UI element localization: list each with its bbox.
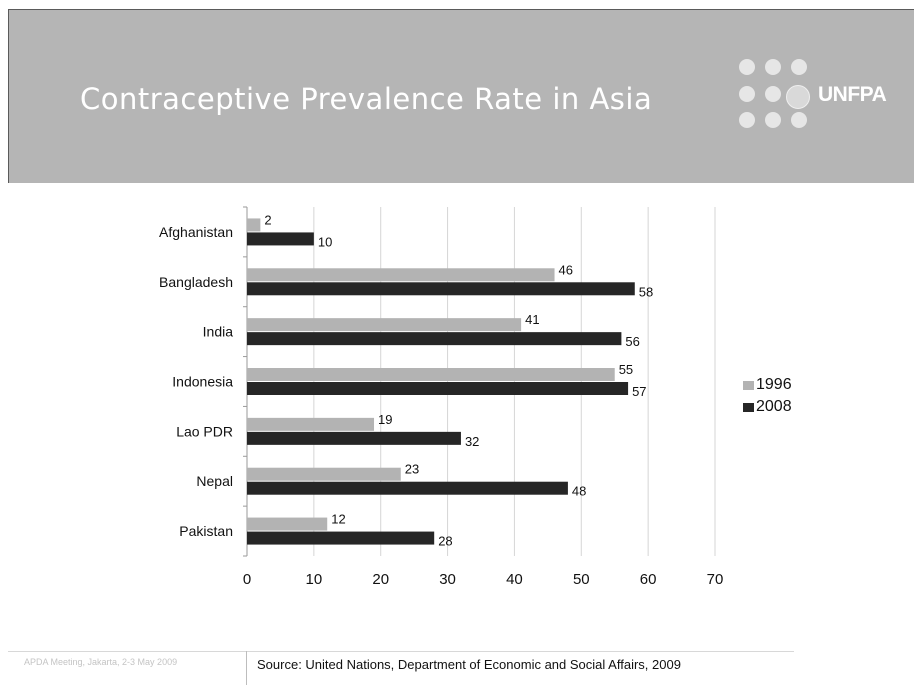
bar-2008 <box>247 282 635 296</box>
bar-1996 <box>247 318 522 332</box>
bar-1996 <box>247 368 615 381</box>
labels: 0 10 20 30 40 50 60 70 Afghanistan 2 10 Bangladesh 4… <box>159 212 723 588</box>
x-tick-label: 20 <box>372 571 389 588</box>
x-tick-label: 0 <box>243 571 251 588</box>
data-label: 57 <box>632 384 646 399</box>
legend: 1996 2008 <box>743 374 792 418</box>
bar-2008 <box>247 382 629 395</box>
data-label: 46 <box>559 262 573 277</box>
legend-swatch-2008 <box>743 402 754 412</box>
footer-meeting-text: APDA Meeting, Jakarta, 2-3 May 2009 <box>24 657 178 667</box>
legend-label-2008: 2008 <box>756 398 792 415</box>
logo-dot <box>791 112 807 128</box>
logo-dot <box>739 112 755 128</box>
header-band <box>8 9 914 183</box>
x-tick-label: 10 <box>306 571 323 588</box>
data-label: 2 <box>264 212 271 227</box>
logo-dot <box>791 59 807 75</box>
category-label: Lao PDR <box>176 423 233 439</box>
logo-dot <box>739 86 755 102</box>
category-label: Pakistan <box>179 523 233 539</box>
logo-dot <box>739 59 755 75</box>
footer-divider <box>8 651 794 652</box>
data-label: 58 <box>639 284 653 299</box>
footer-separator <box>246 651 247 685</box>
un-emblem-icon <box>786 85 810 109</box>
bar-1996 <box>247 417 375 431</box>
logo-dot <box>765 112 781 128</box>
x-tick-label: 50 <box>573 571 590 588</box>
data-label: 55 <box>619 362 633 377</box>
legend-swatch-1996 <box>743 380 754 390</box>
category-label: Indonesia <box>172 374 233 390</box>
bar-1996 <box>247 467 401 481</box>
data-label: 41 <box>525 312 539 327</box>
x-tick-label: 30 <box>439 571 456 588</box>
category-label: Bangladesh <box>159 274 233 290</box>
legend-label-1996: 1996 <box>756 376 792 393</box>
bar-1996 <box>247 268 555 282</box>
category-label: Nepal <box>196 473 233 489</box>
legend-item-1996: 1996 <box>743 374 792 396</box>
data-label: 56 <box>625 334 639 349</box>
bars <box>247 218 635 545</box>
data-label: 12 <box>331 512 345 527</box>
x-tick-label: 70 <box>707 571 724 588</box>
category-label: India <box>203 324 234 340</box>
source-note: Source: United Nations, Department of Ec… <box>257 657 681 672</box>
grid-lines <box>313 207 716 556</box>
logo-dot <box>765 59 781 75</box>
bar-2008 <box>247 531 435 545</box>
bar-1996 <box>247 218 261 232</box>
data-label: 23 <box>405 462 419 477</box>
logo-text: UNFPA <box>818 83 887 106</box>
bar-2008 <box>247 481 568 495</box>
slide-title: Contraceptive Prevalence Rate in Asia <box>80 82 653 116</box>
data-label: 32 <box>465 434 479 449</box>
x-tick-label: 40 <box>506 571 523 588</box>
bar-2008 <box>247 431 461 445</box>
y-axis <box>243 206 248 557</box>
data-label: 48 <box>572 484 586 499</box>
data-label: 28 <box>438 534 452 549</box>
bar-2008 <box>247 232 314 246</box>
bar-2008 <box>247 332 622 346</box>
data-label: 19 <box>378 412 392 427</box>
category-label: Afghanistan <box>159 224 233 240</box>
x-tick-label: 60 <box>640 571 657 588</box>
bar-1996 <box>247 517 328 531</box>
legend-item-2008: 2008 <box>743 396 792 418</box>
data-label: 10 <box>318 234 332 249</box>
logo-dot <box>765 86 781 102</box>
